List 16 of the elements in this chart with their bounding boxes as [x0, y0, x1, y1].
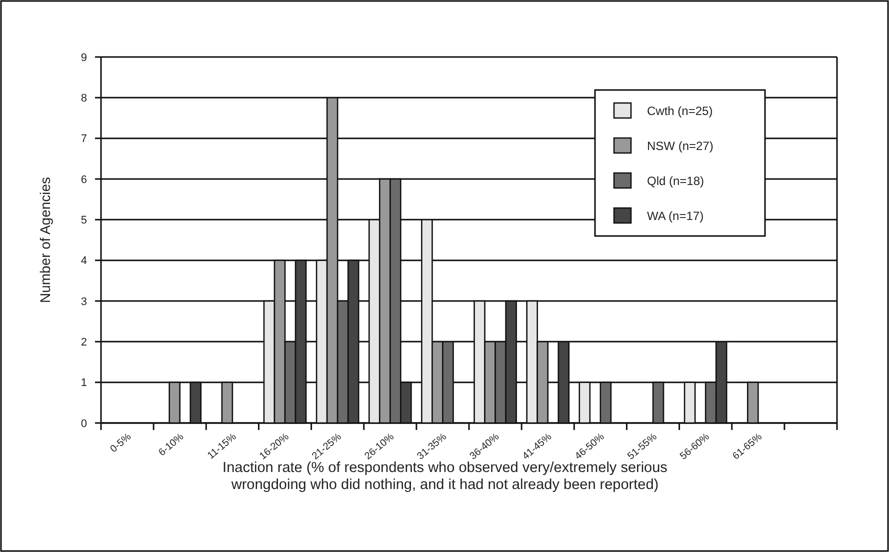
y-tick-label: 9	[80, 52, 87, 64]
y-tick-label: 2	[80, 336, 87, 349]
y-tick-label: 7	[80, 133, 87, 146]
y-tick-label: 8	[80, 92, 87, 105]
y-tick-label: 1	[80, 377, 87, 390]
legend-label: Qld (n=18)	[647, 174, 704, 188]
legend-label: WA (n=17)	[647, 209, 704, 224]
x-axis-title: Inaction rate (% of respondents who observed very/extremely serious wrongdoing who did nothing, and it had not already been reported)	[222, 460, 668, 493]
y-axis-title: Number of Agencies	[37, 176, 53, 304]
y-tick-label: 6	[80, 174, 87, 186]
y-tick-label: 4	[80, 255, 87, 268]
y-tick-label: 0	[80, 418, 87, 430]
y-tick-label: 5	[80, 214, 87, 227]
y-tick-label: 3	[80, 296, 87, 308]
legend-label: NSW (n=27)	[647, 139, 714, 154]
legend-label: Cwth (n=25)	[647, 104, 713, 118]
